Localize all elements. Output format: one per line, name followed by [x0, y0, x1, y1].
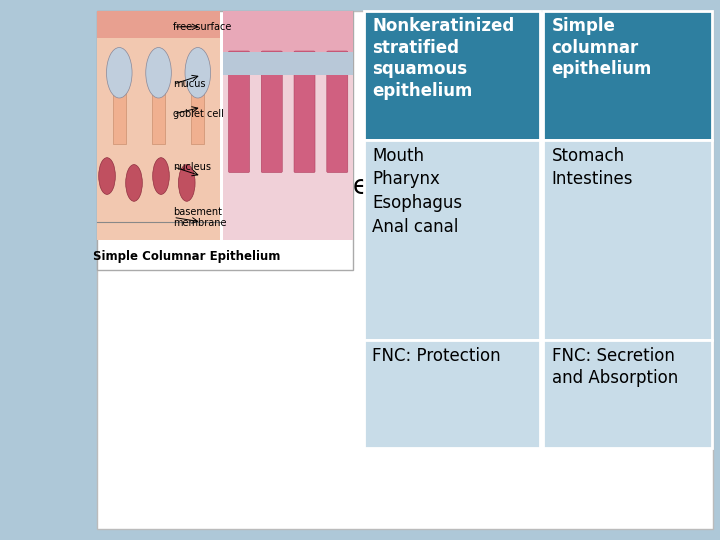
Text: Mouth
Pharynx
Esophagus
Anal canal: Mouth Pharynx Esophagus Anal canal	[372, 147, 462, 235]
FancyBboxPatch shape	[364, 11, 540, 140]
FancyBboxPatch shape	[223, 11, 353, 52]
FancyBboxPatch shape	[364, 140, 540, 340]
FancyBboxPatch shape	[97, 11, 220, 38]
Text: Mucosa: Mucosa	[119, 22, 273, 56]
Text: FNC: Protection: FNC: Protection	[372, 347, 501, 364]
Ellipse shape	[145, 48, 171, 98]
Text: Nonkeratinized
stratified
squamous
epithelium: Nonkeratinized stratified squamous epith…	[372, 17, 515, 100]
Text: 1.: 1.	[119, 81, 145, 109]
Ellipse shape	[185, 48, 210, 98]
Text: goblet cell: goblet cell	[174, 109, 224, 119]
FancyBboxPatch shape	[364, 340, 540, 448]
FancyBboxPatch shape	[223, 52, 353, 75]
Ellipse shape	[126, 165, 143, 201]
FancyBboxPatch shape	[97, 11, 353, 270]
FancyBboxPatch shape	[261, 51, 282, 172]
Text: ↵: ↵	[115, 135, 140, 163]
Text: Mucus and
enteroendocrine cells: Mucus and enteroendocrine cells	[151, 138, 437, 200]
Ellipse shape	[107, 48, 132, 98]
Ellipse shape	[99, 158, 115, 194]
FancyBboxPatch shape	[97, 11, 713, 529]
FancyBboxPatch shape	[152, 75, 165, 144]
FancyBboxPatch shape	[97, 11, 220, 240]
Ellipse shape	[179, 165, 195, 201]
FancyBboxPatch shape	[192, 75, 204, 144]
Text: nucleus: nucleus	[174, 162, 211, 172]
FancyBboxPatch shape	[543, 11, 712, 140]
FancyBboxPatch shape	[543, 340, 712, 448]
Text: Simple
columnar
epithelium: Simple columnar epithelium	[552, 17, 652, 78]
Text: Stomach
Intestines: Stomach Intestines	[552, 147, 633, 188]
FancyBboxPatch shape	[543, 140, 712, 340]
FancyBboxPatch shape	[327, 51, 348, 172]
FancyBboxPatch shape	[228, 51, 250, 172]
Text: mucus: mucus	[174, 79, 206, 89]
Text: free surface: free surface	[174, 22, 232, 32]
Text: Epithelium: Epithelium	[158, 81, 307, 109]
Ellipse shape	[153, 158, 169, 194]
FancyBboxPatch shape	[294, 51, 315, 172]
Text: Simple Columnar Epithelium: Simple Columnar Epithelium	[93, 250, 280, 263]
Text: FNC: Secretion
and Absorption: FNC: Secretion and Absorption	[552, 347, 678, 387]
FancyBboxPatch shape	[113, 75, 126, 144]
FancyBboxPatch shape	[223, 11, 353, 240]
Text: basement
membrane: basement membrane	[174, 206, 227, 228]
